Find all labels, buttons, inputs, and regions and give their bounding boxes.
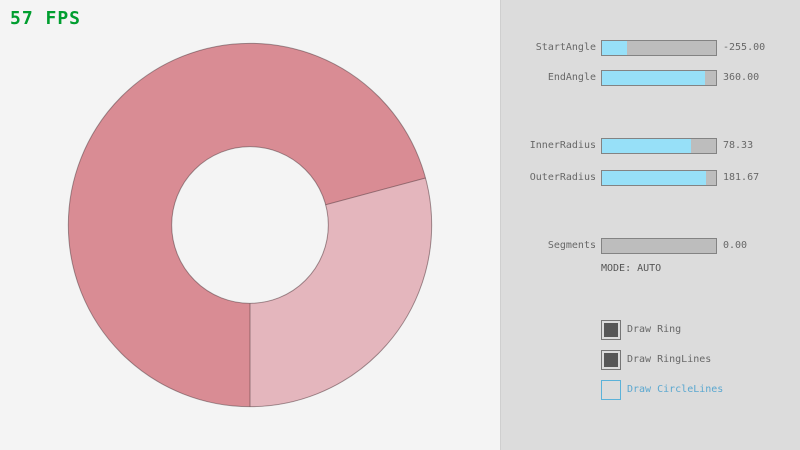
- ring-outline-outer: [67, 42, 433, 408]
- slider-endangle[interactable]: [601, 70, 717, 86]
- slider-value-outerradius: 181.67: [723, 172, 760, 183]
- slider-value-segments: 0.00: [723, 240, 748, 251]
- slider-outerradius-fill: [602, 171, 706, 185]
- slider-row-innerradius: InnerRadius 78.33: [501, 138, 753, 154]
- ring-fill-light: [250, 177, 432, 407]
- slider-value-startangle: -255.00: [723, 42, 766, 53]
- slider-startangle[interactable]: [601, 40, 717, 56]
- slider-label-innerradius: InnerRadius: [529, 140, 596, 151]
- slider-row-segments: Segments 0.00: [501, 238, 747, 254]
- slider-label-startangle: StartAngle: [535, 42, 596, 53]
- checkbox-label-draw-circlelines: Draw CircleLines: [627, 384, 724, 395]
- checkbox-draw-circlelines[interactable]: Draw CircleLines: [601, 380, 723, 400]
- mode-label: MODE: AUTO: [601, 263, 662, 274]
- slider-label-segments: Segments: [547, 240, 596, 251]
- slider-row-outerradius: OuterRadius 181.67: [501, 170, 759, 186]
- slider-endangle-fill: [602, 71, 705, 85]
- slider-segments[interactable]: [601, 238, 717, 254]
- slider-label-endangle: EndAngle: [547, 72, 596, 83]
- slider-startangle-fill: [602, 41, 627, 55]
- checkbox-draw-ringlines[interactable]: Draw RingLines: [601, 350, 711, 370]
- slider-innerradius[interactable]: [601, 138, 717, 154]
- checkbox-label-draw-ring: Draw Ring: [627, 324, 682, 335]
- slider-value-innerradius: 78.33: [723, 140, 754, 151]
- fps-counter: 57 FPS: [10, 8, 82, 29]
- slider-innerradius-fill: [602, 139, 691, 153]
- checkbox-box-draw-ringlines[interactable]: [601, 350, 621, 370]
- slider-row-endangle: EndAngle 360.00: [501, 70, 759, 86]
- ring-sector-line-start: [325, 177, 426, 206]
- ring-outline-inner: [171, 146, 329, 304]
- checkbox-label-draw-ringlines: Draw RingLines: [627, 354, 712, 365]
- checkbox-box-draw-ring[interactable]: [601, 320, 621, 340]
- slider-value-endangle: 360.00: [723, 72, 760, 83]
- checkbox-draw-ring[interactable]: Draw Ring: [601, 320, 681, 340]
- slider-label-outerradius: OuterRadius: [529, 172, 596, 183]
- checkbox-box-draw-circlelines[interactable]: [601, 380, 621, 400]
- slider-outerradius[interactable]: [601, 170, 717, 186]
- control-panel: StartAngle -255.00 EndAngle 360.00 Inner…: [500, 0, 800, 450]
- slider-row-startangle: StartAngle -255.00: [501, 40, 765, 56]
